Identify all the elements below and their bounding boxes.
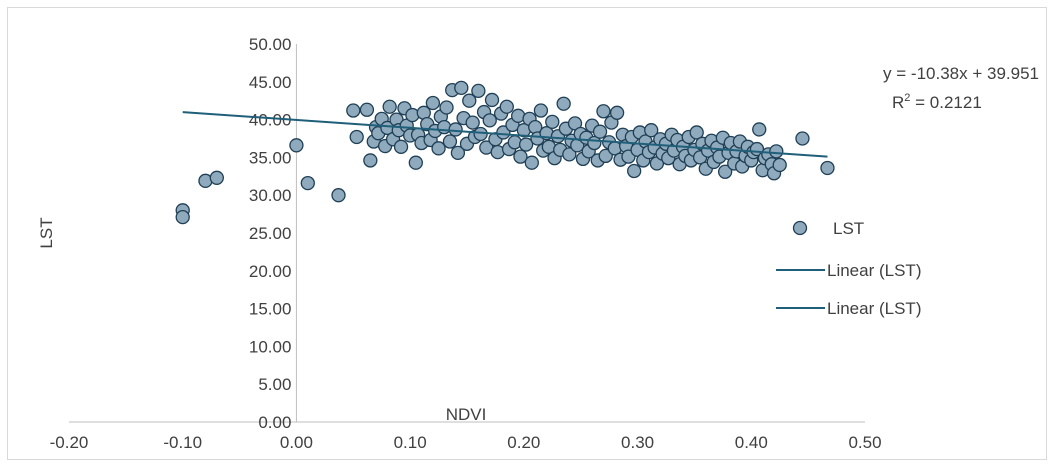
legend-label-linear-1: Linear (LST) — [827, 261, 921, 280]
x-tick-label: 0.30 — [621, 433, 654, 452]
y-tick-label: 40.00 — [249, 111, 292, 130]
data-point — [556, 96, 571, 111]
data-point — [209, 170, 224, 185]
data-point — [562, 147, 577, 162]
r2-value: = 0.2121 — [910, 93, 981, 112]
data-point — [545, 114, 560, 130]
y-tick-label: 25.00 — [249, 224, 292, 243]
data-point — [471, 83, 486, 99]
data-point — [596, 104, 611, 119]
x-tick-label: 0.40 — [735, 433, 768, 452]
y-tick-labels: 0.00 5.00 10.00 15.00 20.00 25.00 30.00 35.00 40… — [249, 35, 292, 432]
legend-label-linear-2: Linear (LST) — [827, 299, 921, 318]
data-point — [524, 155, 539, 170]
data-point — [408, 155, 423, 170]
data-point — [442, 134, 458, 149]
legend-item-linear-2: Linear (LST) — [776, 299, 921, 318]
data-point — [820, 160, 835, 176]
y-tick-label: 5.00 — [258, 375, 291, 394]
data-point — [175, 209, 190, 225]
x-tick-label: 0.50 — [848, 433, 881, 452]
y-tick-label: 10.00 — [249, 337, 292, 356]
data-point — [795, 131, 810, 146]
data-point — [300, 175, 315, 191]
data-point — [644, 123, 659, 138]
data-point — [346, 103, 361, 118]
legend-item-lst: LST — [792, 219, 864, 238]
data-point — [533, 103, 549, 118]
data-point — [289, 138, 304, 153]
data-point — [450, 145, 466, 161]
data-point — [507, 135, 522, 150]
data-point — [382, 99, 397, 114]
data-point — [496, 125, 511, 140]
data-point — [484, 92, 500, 108]
legend: LST Linear (LST) Linear (LST) — [776, 219, 921, 318]
data-point — [462, 93, 477, 108]
data-point — [363, 153, 378, 168]
y-axis-title: LST — [37, 217, 56, 248]
data-point — [518, 137, 534, 152]
data-point — [431, 141, 446, 156]
data-point — [439, 100, 454, 115]
x-tick-label: 0.20 — [507, 433, 540, 452]
x-axis-title: NDVI — [446, 405, 487, 424]
x-tick-label: -0.20 — [50, 433, 89, 452]
data-point — [627, 163, 642, 179]
data-point — [393, 139, 409, 154]
chart-frame — [7, 7, 1047, 460]
y-tick-label: 35.00 — [249, 148, 292, 167]
r2-prefix: R — [892, 93, 904, 112]
r2-superscript: 2 — [904, 92, 910, 104]
data-point — [689, 125, 704, 140]
data-point — [437, 120, 452, 135]
trendline-equation: y = -10.38x + 39.951 — [883, 64, 1039, 83]
data-point — [465, 115, 480, 130]
x-tick-label: -0.10 — [163, 433, 202, 452]
data-point — [331, 188, 346, 203]
data-point — [425, 95, 441, 111]
trendline-r2: R2 = 0.2121 — [892, 92, 982, 112]
data-point — [752, 122, 767, 137]
x-tick-label: 0.00 — [280, 433, 313, 452]
y-tick-label: 0.00 — [258, 413, 291, 432]
trendline — [182, 111, 828, 158]
data-point — [609, 105, 625, 120]
data-point — [454, 80, 469, 95]
legend-label-lst: LST — [833, 219, 864, 238]
y-tick-label: 30.00 — [249, 186, 292, 205]
data-point — [448, 122, 463, 137]
legend-item-linear-1: Linear (LST) — [776, 261, 921, 280]
data-point — [717, 164, 733, 179]
data-point — [769, 144, 784, 159]
data-point — [349, 129, 364, 145]
data-point — [598, 148, 613, 164]
data-point — [499, 99, 514, 114]
x-tick-label: 0.10 — [394, 433, 427, 452]
y-tick-label: 20.00 — [249, 262, 292, 281]
data-point — [592, 124, 608, 139]
data-point — [405, 107, 420, 123]
y-tick-label: 50.00 — [249, 35, 292, 54]
legend-marker-lst — [792, 220, 808, 236]
y-tick-label: 15.00 — [249, 300, 292, 319]
data-point — [482, 113, 497, 128]
x-tick-labels: -0.20 -0.10 0.00 0.10 0.20 0.30 0.40 0.50 — [50, 433, 882, 452]
y-tick-label: 45.00 — [249, 73, 292, 92]
data-point — [359, 102, 375, 117]
data-point — [513, 149, 528, 164]
data-point — [772, 157, 787, 173]
